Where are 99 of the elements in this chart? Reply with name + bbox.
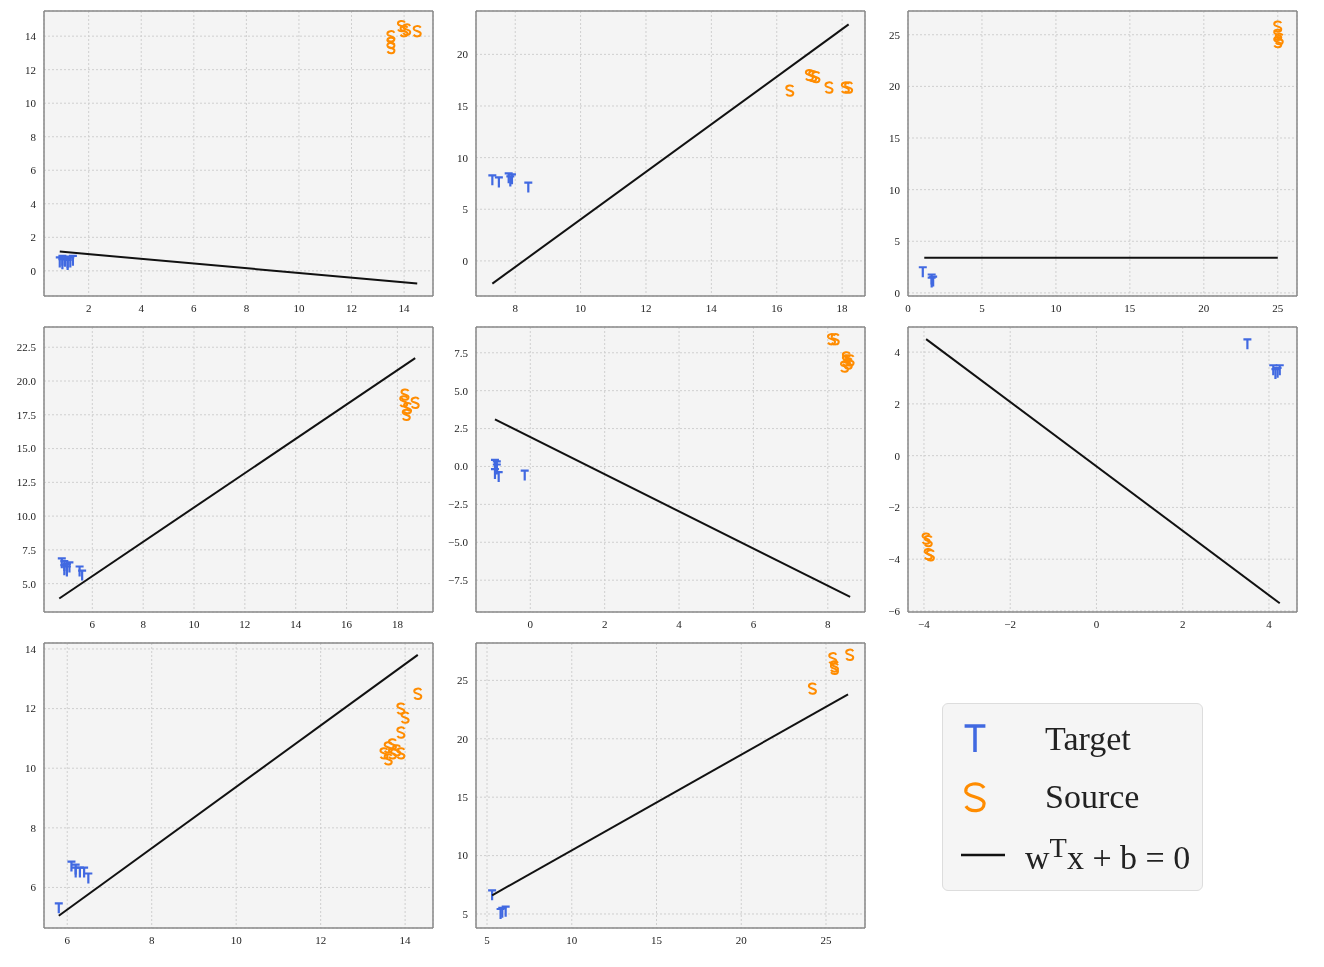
- x-tick-label: −2: [1004, 617, 1017, 630]
- x-tick-label: 15: [651, 933, 663, 946]
- y-tick-label: 2.5: [454, 422, 469, 435]
- x-tick-label: 10: [1050, 301, 1062, 314]
- y-tick-label: 2: [894, 397, 900, 410]
- y-tick-label: 7.5: [454, 346, 469, 359]
- y-tick-label: 4: [894, 346, 901, 359]
- y-tick-label: 10: [457, 151, 469, 164]
- x-tick-label: 15: [1124, 301, 1136, 314]
- y-tick-label: 15: [457, 791, 469, 804]
- legend-label: w$^{T}$x + b = 0: [1025, 832, 1191, 878]
- x-tick-label: 16: [341, 617, 353, 630]
- x-tick-label: 0: [527, 617, 534, 630]
- x-tick-label: 8: [825, 617, 832, 630]
- y-tick-label: 25: [889, 28, 901, 41]
- y-tick-label: 15: [457, 99, 469, 112]
- y-tick-label: 20: [457, 48, 469, 61]
- x-tick-label: 18: [391, 617, 404, 630]
- x-tick-label: 8: [140, 617, 147, 630]
- x-tick-label: 12: [346, 301, 358, 314]
- y-tick-label: 5: [462, 203, 469, 216]
- x-tick-label: 25: [820, 933, 833, 946]
- y-tick-label: 10: [25, 762, 37, 775]
- y-tick-label: 12: [25, 63, 36, 76]
- y-tick-label: 10: [25, 97, 37, 110]
- x-tick-label: 6: [750, 617, 757, 630]
- x-tick-label: 5: [979, 301, 986, 314]
- y-tick-label: 5.0: [454, 384, 469, 397]
- y-tick-label: 6: [30, 881, 37, 894]
- x-tick-label: 4: [676, 617, 683, 630]
- legend-label: Target: [1045, 720, 1131, 758]
- x-tick-label: 14: [399, 933, 412, 946]
- y-tick-label: 2: [30, 231, 36, 244]
- y-tick-label: 12.5: [16, 476, 37, 489]
- x-tick-label: 10: [230, 933, 243, 946]
- y-tick-label: 14: [25, 642, 37, 655]
- y-tick-label: 0: [894, 286, 901, 299]
- x-tick-label: 20: [735, 933, 748, 946]
- y-tick-label: 20.0: [16, 374, 37, 387]
- y-tick-label: −6: [888, 604, 901, 617]
- y-tick-label: −2: [888, 501, 900, 514]
- x-tick-label: 0: [1093, 617, 1100, 630]
- x-tick-label: 14: [705, 301, 718, 314]
- x-tick-label: 14: [398, 301, 411, 314]
- x-tick-label: 4: [1266, 617, 1273, 630]
- y-tick-label: 10: [889, 183, 901, 196]
- x-tick-label: 6: [64, 933, 71, 946]
- y-tick-label: −5.0: [448, 536, 469, 549]
- y-tick-label: 5: [462, 907, 469, 920]
- y-tick-label: 10.0: [16, 510, 37, 522]
- x-tick-label: 14: [290, 617, 302, 630]
- y-tick-label: −7.5: [448, 574, 469, 587]
- x-tick-label: −4: [918, 617, 931, 630]
- x-tick-label: 20: [1198, 301, 1210, 314]
- y-tick-label: 0: [30, 264, 37, 277]
- x-tick-label: 6: [89, 617, 96, 630]
- x-tick-label: 12: [239, 617, 251, 630]
- y-tick-label: 0: [462, 254, 469, 267]
- x-tick-label: 5: [484, 933, 491, 946]
- x-tick-label: 4: [138, 301, 145, 314]
- x-tick-label: 16: [771, 301, 783, 314]
- x-tick-label: 10: [566, 933, 578, 946]
- y-tick-label: 15: [889, 131, 901, 144]
- legend-label: Source: [1045, 778, 1140, 816]
- y-tick-label: 0.0: [454, 460, 469, 473]
- x-tick-label: 2: [1179, 617, 1186, 630]
- x-tick-label: 25: [1272, 301, 1284, 314]
- y-tick-label: 20: [889, 80, 901, 93]
- x-tick-label: 18: [836, 301, 849, 314]
- x-tick-label: 2: [601, 617, 608, 630]
- y-tick-label: 15.0: [16, 442, 37, 455]
- x-tick-label: 8: [148, 933, 155, 946]
- x-tick-label: 8: [512, 301, 519, 314]
- y-tick-label: 10: [457, 849, 469, 862]
- x-tick-label: 10: [293, 301, 305, 314]
- x-tick-label: 12: [315, 933, 327, 946]
- y-tick-label: 7.5: [22, 543, 37, 556]
- y-tick-label: −2.5: [448, 498, 469, 511]
- y-tick-label: −4: [888, 553, 901, 566]
- y-tick-label: 17.5: [16, 408, 37, 421]
- x-tick-label: 8: [243, 301, 250, 314]
- y-tick-label: 12: [25, 702, 36, 715]
- y-tick-label: 8: [30, 821, 37, 834]
- x-tick-label: 10: [575, 301, 587, 314]
- y-tick-label: 4: [30, 197, 37, 210]
- x-tick-label: 6: [191, 301, 198, 314]
- x-tick-label: 0: [905, 301, 912, 314]
- y-tick-label: 14: [25, 30, 37, 43]
- x-tick-label: 10: [188, 617, 201, 630]
- x-tick-label: 12: [640, 301, 652, 314]
- y-tick-label: 8: [30, 130, 37, 143]
- y-tick-label: 25: [457, 674, 469, 687]
- y-tick-label: 20: [457, 732, 469, 745]
- y-tick-label: 22.5: [16, 341, 37, 354]
- y-tick-label: 5: [894, 235, 901, 248]
- y-tick-label: 5.0: [22, 577, 37, 590]
- y-tick-label: 0: [894, 449, 901, 462]
- y-tick-label: 6: [30, 164, 37, 177]
- x-tick-label: 2: [85, 301, 92, 314]
